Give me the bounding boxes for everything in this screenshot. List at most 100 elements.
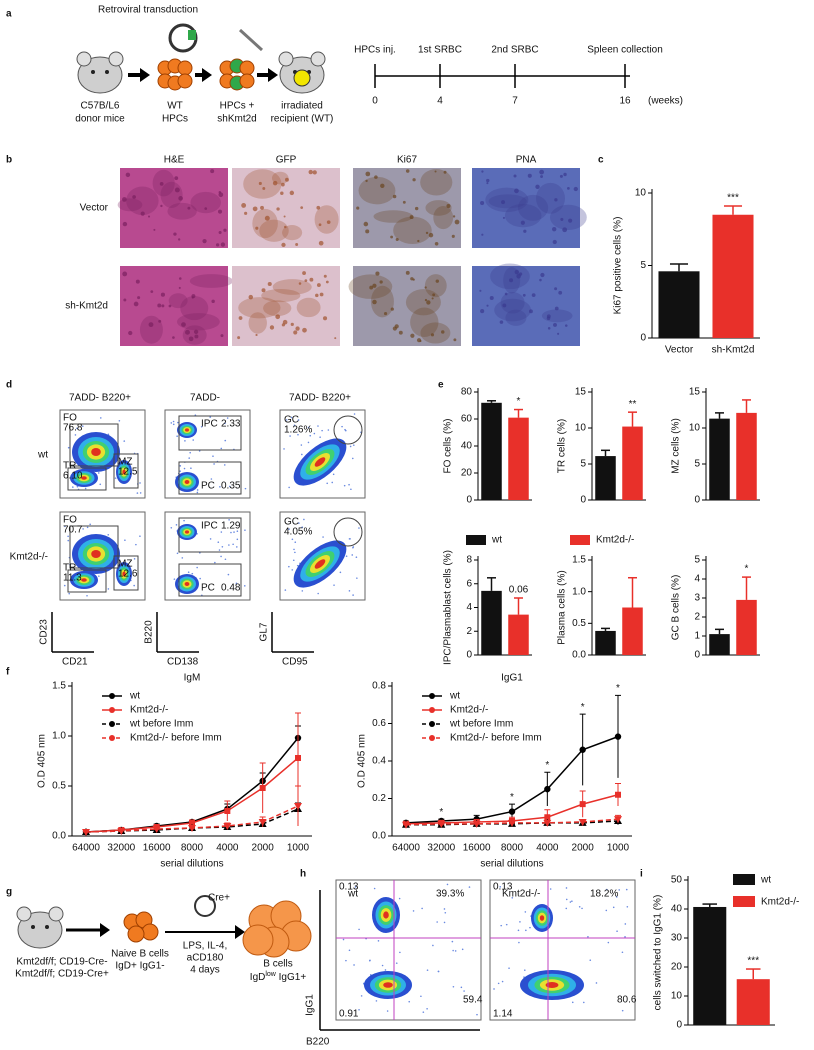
event-dot <box>67 535 69 538</box>
gate-value: 6.10 <box>63 471 83 482</box>
axis-label: CD95 <box>282 657 308 668</box>
treatment-label: LPS, IL-4, <box>183 941 227 952</box>
plasmid <box>194 895 216 917</box>
legend-label: wt before Imm <box>129 719 193 730</box>
stain-dot <box>499 320 504 324</box>
event-dot <box>321 429 323 432</box>
event-dot <box>221 546 224 548</box>
event-dot <box>468 886 471 888</box>
y-tick-label: 80 <box>461 387 473 398</box>
event-dot <box>212 455 214 457</box>
marker <box>294 803 302 810</box>
event-dot <box>76 427 78 430</box>
stain-dot <box>424 298 428 302</box>
quadrant-value: 80.6 <box>617 995 637 1006</box>
event-dot <box>452 985 455 988</box>
event-dot <box>358 1008 360 1011</box>
stain-dot <box>434 241 439 246</box>
tissue-region <box>314 205 339 234</box>
stain-dot <box>552 239 557 245</box>
gate <box>113 453 139 489</box>
gate-value: 0.35 <box>221 481 241 492</box>
gate-name: FO <box>63 413 77 424</box>
step-label: C57B/L6 <box>81 101 120 112</box>
stain-dot <box>298 282 302 285</box>
bar <box>709 418 730 500</box>
stain-dot <box>122 271 128 277</box>
event-dot <box>293 424 296 427</box>
arrow-head <box>140 68 150 82</box>
panel-letter: g <box>6 887 12 898</box>
x-tick-label: 2000 <box>572 843 595 854</box>
legend-swatch <box>570 535 590 545</box>
stain-dot <box>172 336 175 339</box>
stain-dot <box>238 316 243 320</box>
marker <box>295 755 301 761</box>
stain-dot <box>568 218 573 223</box>
stain-dot <box>516 274 521 279</box>
legend-marker <box>109 693 115 699</box>
row-label: Kmt2d-/- <box>10 552 48 563</box>
event-dot <box>227 573 230 576</box>
cell <box>239 60 255 76</box>
event-dot <box>220 447 223 450</box>
stain-dot <box>315 293 319 298</box>
row-label: sh-Kmt2d <box>65 301 108 312</box>
stain-dot <box>316 283 321 287</box>
event-dot <box>196 491 199 494</box>
event-dot <box>565 887 568 889</box>
y-tick-label: 0.6 <box>372 718 386 729</box>
cell-label: B cells <box>263 959 292 970</box>
legend-label: wt <box>129 691 140 702</box>
bar <box>508 614 529 655</box>
stain-dot <box>557 332 560 335</box>
event-dot <box>198 450 201 452</box>
y-tick-label: 5 <box>580 459 586 470</box>
panel-letter: h <box>300 869 306 880</box>
tissue-region <box>433 205 454 230</box>
event-dot <box>395 962 398 964</box>
y-tick-label: 0.0 <box>572 650 586 661</box>
density <box>184 480 190 484</box>
step-label: recipient (WT) <box>271 114 334 125</box>
column-header: 7ADD- B220+ <box>289 393 351 404</box>
event-dot <box>565 898 568 901</box>
stain-dot <box>264 215 270 221</box>
gate-name: FO <box>63 515 77 526</box>
y-tick-label: 4 <box>466 602 472 613</box>
density <box>81 476 87 480</box>
stain-dot <box>523 229 527 233</box>
stain-dot <box>281 323 286 327</box>
event-dot <box>360 995 363 997</box>
event-dot <box>624 936 626 938</box>
stain-dot <box>308 169 313 175</box>
event-dot <box>124 539 126 541</box>
quadrant-value: 59.4 <box>463 995 483 1006</box>
cell <box>177 73 193 89</box>
gate <box>178 563 242 597</box>
event-dot <box>421 907 423 910</box>
x-axis-title: serial dilutions <box>160 859 223 870</box>
event-dot <box>426 969 429 971</box>
stain-dot <box>255 333 258 337</box>
tissue-region <box>420 169 453 196</box>
event-dot <box>244 487 247 490</box>
stain-dot <box>372 283 377 288</box>
density <box>314 559 326 569</box>
cell-label-part: IgG1+ <box>276 972 306 983</box>
stain-dot <box>312 170 317 175</box>
stain-dot <box>285 177 289 182</box>
event-dot <box>412 910 415 912</box>
event-dot <box>63 584 66 587</box>
plasmid-label: Cre+ <box>208 893 230 904</box>
event-dot <box>443 908 446 910</box>
arrow-head <box>100 923 110 937</box>
event-dot <box>352 546 355 548</box>
event-dot <box>99 483 102 486</box>
event-dot <box>294 551 296 554</box>
marker <box>402 821 410 829</box>
stain-dot <box>160 204 163 208</box>
y-tick-label: 5 <box>694 555 700 566</box>
stain-dot <box>178 238 181 241</box>
gate <box>69 423 119 467</box>
